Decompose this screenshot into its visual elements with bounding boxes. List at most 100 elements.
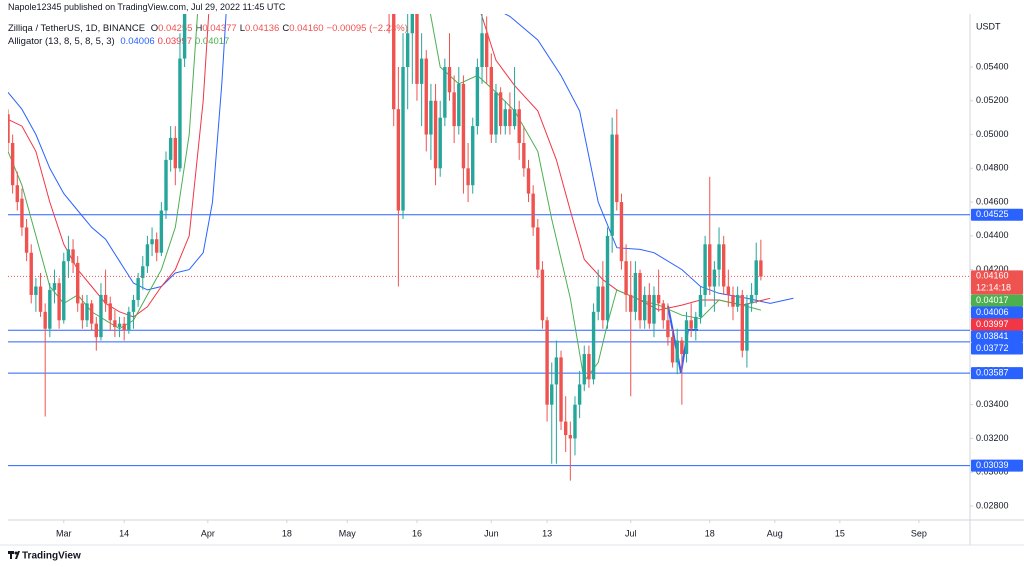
candle-body bbox=[10, 142, 15, 186]
alligator-line bbox=[8, 14, 771, 318]
legend-value: 0.04160 bbox=[289, 23, 324, 34]
logo bbox=[8, 551, 20, 559]
candle-body bbox=[71, 249, 75, 263]
candle-body bbox=[712, 269, 717, 287]
candle-body bbox=[698, 294, 703, 317]
alligator-badge bbox=[971, 318, 1023, 331]
candle-body bbox=[531, 193, 535, 228]
candle-body bbox=[489, 67, 494, 135]
x-tick-label: Sep bbox=[911, 528, 927, 538]
candle-body bbox=[689, 320, 693, 329]
candle-body bbox=[629, 294, 633, 312]
candle-body bbox=[466, 168, 470, 186]
candle-body bbox=[38, 286, 43, 312]
candle-body bbox=[122, 323, 126, 331]
candle-body bbox=[429, 100, 433, 135]
candle-body bbox=[559, 357, 563, 422]
alligator-badge-label: 0.03997 bbox=[976, 319, 1009, 329]
candle-body bbox=[396, 109, 401, 211]
candle-body bbox=[666, 320, 670, 338]
candle-body bbox=[703, 244, 707, 295]
candle-body bbox=[619, 202, 624, 262]
legend-key: C bbox=[282, 23, 290, 34]
candle-body bbox=[410, 14, 415, 34]
alligator-badge bbox=[971, 294, 1023, 307]
candle-body bbox=[471, 126, 475, 186]
candle-body bbox=[652, 294, 656, 324]
alligator-line bbox=[8, 14, 794, 304]
candle-body bbox=[168, 137, 173, 160]
x-tick-label: Jul bbox=[625, 528, 637, 538]
y-tick-label: 0.05400 bbox=[976, 61, 1009, 71]
x-tick-label: 13 bbox=[542, 528, 552, 538]
indicator-value: 0.04006 bbox=[120, 36, 155, 47]
candle-body bbox=[582, 354, 586, 385]
candle-body bbox=[503, 109, 507, 127]
horizontal-line-badge-label: 0.03587 bbox=[976, 367, 1009, 377]
candle-body bbox=[610, 134, 614, 236]
indicator-value: 0.04017 bbox=[195, 36, 230, 47]
x-tick-label: May bbox=[339, 528, 357, 538]
alligator-badge-label: 0.04017 bbox=[976, 295, 1009, 305]
candle-body bbox=[759, 260, 763, 277]
candle-body bbox=[113, 320, 117, 328]
candle-body bbox=[452, 92, 456, 127]
y-tick-label: 0.04400 bbox=[976, 230, 1009, 240]
candle-body bbox=[89, 303, 94, 324]
candle-body bbox=[745, 303, 749, 351]
header: Napole12345 published on TradingView.com… bbox=[8, 2, 286, 12]
candle-body bbox=[615, 134, 619, 203]
candle-body bbox=[749, 294, 754, 304]
y-tick-label: 0.05200 bbox=[976, 95, 1009, 105]
legend-key: H bbox=[195, 23, 203, 34]
candle-body bbox=[178, 58, 182, 169]
candle-body bbox=[512, 109, 517, 127]
candle-body bbox=[708, 244, 712, 287]
candle-body bbox=[401, 67, 405, 211]
candle-body bbox=[66, 249, 71, 262]
candle-body bbox=[145, 244, 150, 267]
candle-body bbox=[85, 303, 89, 321]
candle-body bbox=[173, 137, 178, 169]
x-tick-label: Apr bbox=[201, 528, 215, 538]
last-price-badge bbox=[971, 270, 1023, 295]
legend-key: O bbox=[150, 23, 159, 34]
legend-value: 0.04255 bbox=[158, 23, 193, 34]
horizontal-line-badge-label: 0.03772 bbox=[976, 343, 1009, 353]
candle-body bbox=[694, 316, 698, 329]
candle-body bbox=[141, 266, 145, 279]
candle-body bbox=[8, 114, 10, 143]
candle-body bbox=[522, 142, 526, 169]
currency: USDT bbox=[976, 21, 1001, 31]
candle-body bbox=[424, 58, 428, 135]
horizontal-line-badge bbox=[971, 342, 1023, 355]
x-tick-label: 16 bbox=[412, 528, 422, 538]
candle-body bbox=[647, 294, 652, 324]
candle-body bbox=[438, 117, 442, 169]
candle-body bbox=[76, 262, 80, 304]
y-tick-label: 0.04600 bbox=[976, 196, 1009, 206]
candle-body bbox=[670, 337, 675, 363]
candle-body bbox=[80, 303, 85, 321]
candle-body bbox=[405, 33, 410, 68]
candle-body bbox=[43, 311, 47, 329]
y-tick-label: 0.05000 bbox=[976, 129, 1009, 139]
candle-body bbox=[605, 235, 610, 321]
candle-body bbox=[131, 300, 136, 312]
candle-body bbox=[15, 185, 19, 203]
candle-body bbox=[447, 67, 452, 93]
y-tick-label: 0.02800 bbox=[976, 500, 1009, 510]
candle-body bbox=[545, 320, 549, 405]
candle-body bbox=[624, 261, 628, 295]
candle-body bbox=[494, 92, 498, 135]
legend-key: L bbox=[239, 23, 245, 34]
legend-value: 0.04377 bbox=[202, 23, 237, 34]
candle-body bbox=[484, 33, 489, 68]
currency-bg bbox=[972, 20, 1022, 34]
x-tick-label: Aug bbox=[767, 528, 783, 538]
y-tick-label: 0.04800 bbox=[976, 163, 1009, 173]
horizontal-line-badge bbox=[971, 330, 1023, 343]
last-price-badge-label: 12:14:18 bbox=[976, 283, 1011, 293]
indicator-title: Alligator (13, 8, 5, 8, 5, 3) bbox=[8, 36, 115, 47]
candle-body bbox=[633, 272, 638, 312]
